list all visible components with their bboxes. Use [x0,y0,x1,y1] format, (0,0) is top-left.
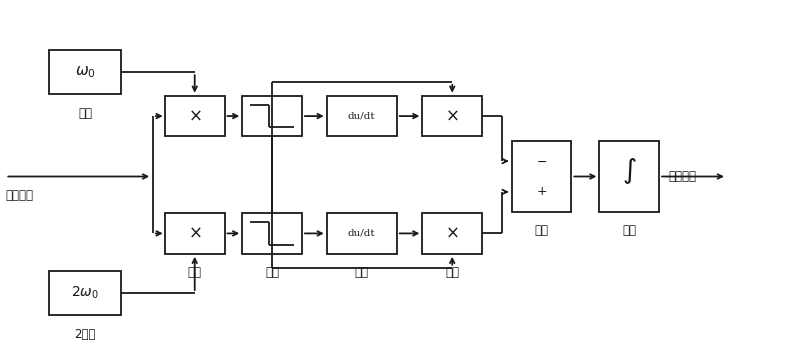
Bar [242,96,302,136]
Text: 基频: 基频 [78,107,92,120]
Bar [422,213,482,253]
Text: 干涉输入: 干涉输入 [6,189,34,202]
Text: 2倍频: 2倍频 [74,328,96,341]
Text: 相乘: 相乘 [446,266,459,279]
Text: 微分: 微分 [354,266,369,279]
Bar [326,96,397,136]
Bar [242,213,302,253]
Bar [165,96,225,136]
Bar [50,271,121,315]
Text: $2\omega_0$: $2\omega_0$ [71,285,99,301]
Text: $\int$: $\int$ [622,156,637,186]
Text: $\times$: $\times$ [188,108,202,125]
Text: du/dt: du/dt [348,112,375,121]
Text: $+$: $+$ [536,185,547,198]
Text: $\times$: $\times$ [188,225,202,242]
Text: du/dt: du/dt [348,229,375,238]
Bar [422,96,482,136]
Text: $\times$: $\times$ [446,108,459,125]
Text: 解调输出: 解调输出 [669,170,697,183]
Bar [512,142,571,211]
Bar [50,50,121,94]
Text: $\times$: $\times$ [446,225,459,242]
Text: 相减: 相减 [534,224,549,237]
Bar [599,142,659,211]
Text: $-$: $-$ [536,155,547,168]
Text: 低通: 低通 [265,266,279,279]
Text: $\omega_0$: $\omega_0$ [74,65,95,80]
Bar [326,213,397,253]
Text: 积分: 积分 [622,224,636,237]
Bar [165,213,225,253]
Text: 相乘: 相乘 [188,266,202,279]
